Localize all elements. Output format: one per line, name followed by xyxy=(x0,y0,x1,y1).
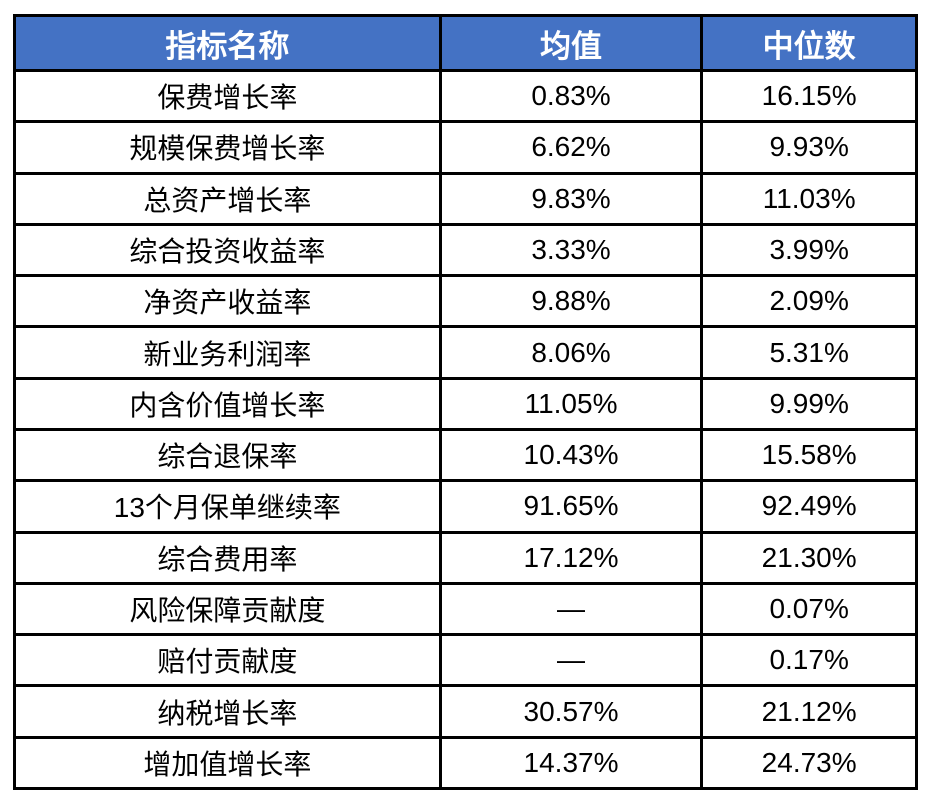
cell-indicator-name: 纳税增长率 xyxy=(13,684,442,739)
table-body: 保费增长率 0.83% 16.15% 规模保费增长率 6.62% 9.93% 总资产增长率 9… xyxy=(13,68,918,791)
cell-mean: 17.12% xyxy=(438,530,704,585)
cell-indicator-name: 净资产收益率 xyxy=(13,274,442,329)
cell-indicator-name: 13个月保单继续率 xyxy=(13,479,442,534)
table-row: 净资产收益率 9.88% 2.09% xyxy=(13,274,918,329)
cell-mean: 0.83% xyxy=(438,68,704,124)
table-header: 指标名称 均值 中位数 xyxy=(13,14,918,72)
cell-mean: 10.43% xyxy=(438,427,704,483)
cell-indicator-name: 保费增长率 xyxy=(13,68,442,124)
cell-indicator-name: 赔付贡献度 xyxy=(13,633,442,688)
cell-median: 9.93% xyxy=(700,120,918,175)
cell-mean: 3.33% xyxy=(438,222,704,278)
cell-median: 11.03% xyxy=(700,171,918,226)
table-row: 综合投资收益率 3.33% 3.99% xyxy=(13,222,918,278)
cell-mean: 14.37% xyxy=(438,735,704,791)
table-row: 综合退保率 10.43% 15.58% xyxy=(13,427,918,483)
cell-indicator-name: 综合投资收益率 xyxy=(13,222,442,278)
table-row: 规模保费增长率 6.62% 9.93% xyxy=(13,120,918,175)
header-indicator-name: 指标名称 xyxy=(13,14,442,72)
cell-median: 15.58% xyxy=(700,427,918,483)
cell-mean: — xyxy=(438,581,704,637)
cell-median: 2.09% xyxy=(700,274,918,329)
cell-mean: 6.62% xyxy=(438,120,704,175)
table-row: 纳税增长率 30.57% 21.12% xyxy=(13,684,918,739)
cell-median: 21.30% xyxy=(700,530,918,585)
cell-mean: 91.65% xyxy=(438,479,704,534)
header-median: 中位数 xyxy=(700,14,918,72)
header-mean: 均值 xyxy=(438,14,704,72)
cell-indicator-name: 增加值增长率 xyxy=(13,735,442,791)
table-row: 内含价值增长率 11.05% 9.99% xyxy=(13,376,918,431)
cell-mean: 8.06% xyxy=(438,325,704,380)
cell-median: 0.17% xyxy=(700,633,918,688)
cell-median: 9.99% xyxy=(700,376,918,431)
cell-indicator-name: 总资产增长率 xyxy=(13,171,442,226)
indicator-table-container: 指标名称 均值 中位数 保费增长率 0.83% 16.15% 规模保费增长率 6.62%… xyxy=(13,14,918,791)
header-row: 指标名称 均值 中位数 xyxy=(13,14,918,72)
cell-mean: — xyxy=(438,633,704,688)
cell-median: 21.12% xyxy=(700,684,918,739)
cell-median: 24.73% xyxy=(700,735,918,791)
cell-indicator-name: 新业务利润率 xyxy=(13,325,442,380)
table-row: 风险保障贡献度 —0.07% xyxy=(13,581,918,637)
cell-mean: 9.88% xyxy=(438,274,704,329)
cell-indicator-name: 风险保障贡献度 xyxy=(13,581,442,637)
table-row: 综合费用率 17.12% 21.30% xyxy=(13,530,918,585)
cell-median: 16.15% xyxy=(700,68,918,124)
cell-mean: 11.05% xyxy=(438,376,704,431)
cell-indicator-name: 内含价值增长率 xyxy=(13,376,442,431)
cell-median: 5.31% xyxy=(700,325,918,380)
cell-mean: 30.57% xyxy=(438,684,704,739)
cell-indicator-name: 规模保费增长率 xyxy=(13,120,442,175)
cell-indicator-name: 综合费用率 xyxy=(13,530,442,585)
table-row: 13个月保单继续率 91.65% 92.49% xyxy=(13,479,918,534)
table-row: 新业务利润率 8.06% 5.31% xyxy=(13,325,918,380)
indicator-table: 指标名称 均值 中位数 保费增长率 0.83% 16.15% 规模保费增长率 6.62%… xyxy=(13,14,918,791)
cell-mean: 9.83% xyxy=(438,171,704,226)
table-row: 赔付贡献度 —0.17% xyxy=(13,633,918,688)
table-row: 保费增长率 0.83% 16.15% xyxy=(13,68,918,124)
table-row: 增加值增长率 14.37% 24.73% xyxy=(13,735,918,791)
table-row: 总资产增长率 9.83% 11.03% xyxy=(13,171,918,226)
cell-median: 3.99% xyxy=(700,222,918,278)
cell-median: 0.07% xyxy=(700,581,918,637)
cell-indicator-name: 综合退保率 xyxy=(13,427,442,483)
cell-median: 92.49% xyxy=(700,479,918,534)
